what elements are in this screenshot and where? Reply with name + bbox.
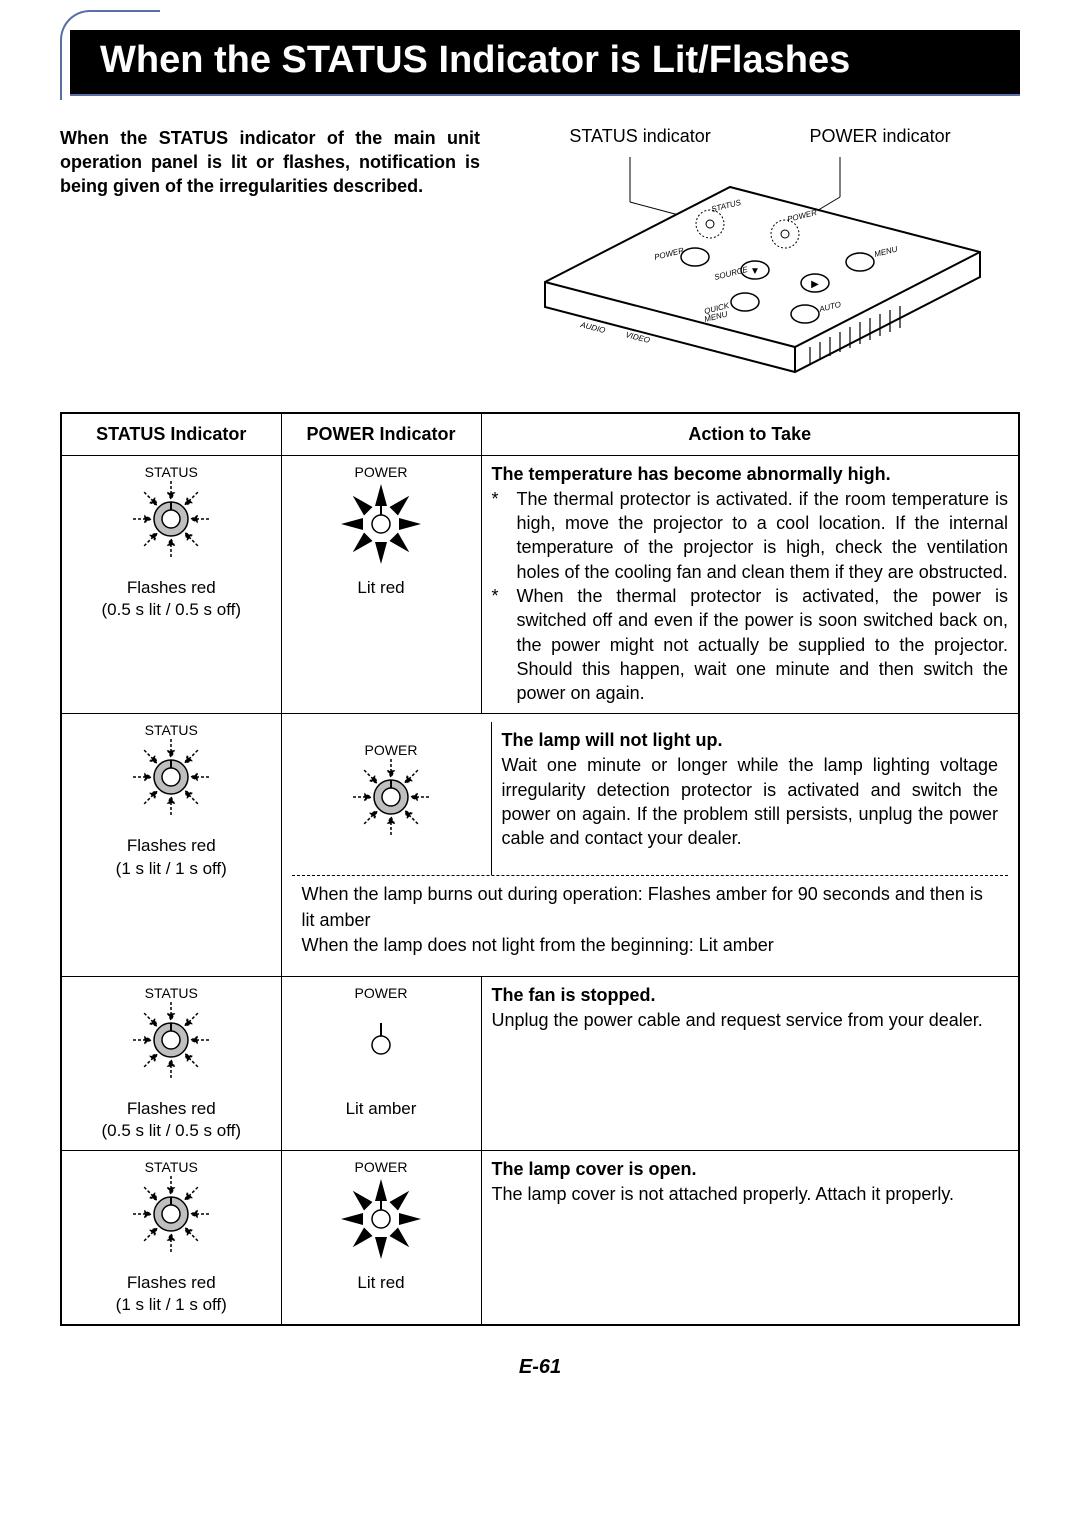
action-cell: The lamp will not light up.Wait one minu… bbox=[492, 722, 1009, 875]
status-indicator-caption: Flashes red(1 s lit / 1 s off) bbox=[72, 1272, 271, 1316]
status-indicator-icon: STATUS bbox=[126, 985, 216, 1090]
status-table: STATUS Indicator POWER Indicator Action … bbox=[60, 412, 1020, 1327]
svg-text:▶: ▶ bbox=[811, 279, 819, 290]
power-indicator-icon: POWER bbox=[336, 464, 426, 569]
action-title: The fan is stopped. bbox=[492, 985, 1009, 1006]
table-row: STATUS Flashes red(1 s lit / 1 s off) PO… bbox=[61, 714, 1019, 977]
action-cell: The temperature has become abnormally hi… bbox=[481, 455, 1019, 714]
power-cell: POWER Lit red bbox=[281, 1151, 481, 1326]
power-indicator-caption: Lit amber bbox=[292, 1098, 471, 1120]
power-indicator-icon: POWER bbox=[336, 985, 426, 1090]
intro-row: When the STATUS indicator of the main un… bbox=[60, 126, 1020, 387]
status-indicator-icon: STATUS bbox=[126, 1159, 216, 1264]
power-action-merged: POWER The lamp will not light up.Wait on… bbox=[281, 714, 1019, 977]
power-cell: POWER Lit red bbox=[281, 455, 481, 714]
title-block: When the STATUS Indicator is Lit/Flashes bbox=[60, 30, 1020, 96]
table-row: STATUS Flashes red(0.5 s lit / 0.5 s off… bbox=[61, 977, 1019, 1151]
projector-panel-svg: ▼ ▶ STATUS POWER POWER SOURCE MENU QUICK… bbox=[500, 152, 1020, 382]
manual-page: When the STATUS Indicator is Lit/Flashes… bbox=[0, 0, 1080, 1419]
page-title: When the STATUS Indicator is Lit/Flashes bbox=[70, 30, 1020, 94]
status-indicator-icon: STATUS bbox=[126, 722, 216, 827]
power-cell: POWER bbox=[292, 722, 492, 875]
status-indicator-caption: Flashes red(0.5 s lit / 0.5 s off) bbox=[72, 1098, 271, 1142]
table-header-row: STATUS Indicator POWER Indicator Action … bbox=[61, 413, 1019, 456]
status-cell: STATUS Flashes red(1 s lit / 1 s off) bbox=[61, 714, 281, 977]
power-indicator-label: POWER indicator bbox=[810, 126, 951, 147]
action-bullet: *The thermal protector is activated. if … bbox=[492, 487, 1009, 584]
status-indicator-caption: Flashes red(0.5 s lit / 0.5 s off) bbox=[72, 577, 271, 621]
svg-text:▼: ▼ bbox=[750, 266, 760, 277]
page-number: E-61 bbox=[60, 1356, 1020, 1379]
header-status: STATUS Indicator bbox=[61, 413, 281, 456]
action-body: Wait one minute or longer while the lamp… bbox=[502, 753, 999, 850]
action-body: The lamp cover is not attached properly.… bbox=[492, 1182, 1009, 1206]
power-indicator-icon: POWER bbox=[336, 1159, 426, 1264]
status-indicator-label: STATUS indicator bbox=[569, 126, 710, 147]
lamp-note: When the lamp burns out during operation… bbox=[292, 875, 1009, 968]
title-corner-accent bbox=[60, 10, 160, 100]
panel-diagram: STATUS indicator POWER indicator bbox=[500, 126, 1020, 387]
action-title: The lamp cover is open. bbox=[492, 1159, 1009, 1180]
action-title: The temperature has become abnormally hi… bbox=[492, 464, 1009, 485]
table-row: STATUS Flashes red(0.5 s lit / 0.5 s off… bbox=[61, 455, 1019, 714]
power-cell: POWER Lit amber bbox=[281, 977, 481, 1151]
intro-text: When the STATUS indicator of the main un… bbox=[60, 126, 480, 387]
table-row: STATUS Flashes red(1 s lit / 1 s off) PO… bbox=[61, 1151, 1019, 1326]
status-indicator-caption: Flashes red(1 s lit / 1 s off) bbox=[72, 835, 271, 879]
status-cell: STATUS Flashes red(0.5 s lit / 0.5 s off… bbox=[61, 455, 281, 714]
power-indicator-icon: POWER bbox=[346, 742, 436, 847]
status-cell: STATUS Flashes red(0.5 s lit / 0.5 s off… bbox=[61, 977, 281, 1151]
header-power: POWER Indicator bbox=[281, 413, 481, 456]
action-title: The lamp will not light up. bbox=[502, 730, 999, 751]
action-bullet: *When the thermal protector is activated… bbox=[492, 584, 1009, 705]
power-indicator-caption: Lit red bbox=[292, 577, 471, 599]
action-cell: The fan is stopped.Unplug the power cabl… bbox=[481, 977, 1019, 1151]
title-underline bbox=[70, 94, 1020, 96]
status-cell: STATUS Flashes red(1 s lit / 1 s off) bbox=[61, 1151, 281, 1326]
power-indicator-caption: Lit red bbox=[292, 1272, 471, 1294]
status-indicator-icon: STATUS bbox=[126, 464, 216, 569]
header-action: Action to Take bbox=[481, 413, 1019, 456]
action-body: Unplug the power cable and request servi… bbox=[492, 1008, 1009, 1032]
action-cell: The lamp cover is open.The lamp cover is… bbox=[481, 1151, 1019, 1326]
